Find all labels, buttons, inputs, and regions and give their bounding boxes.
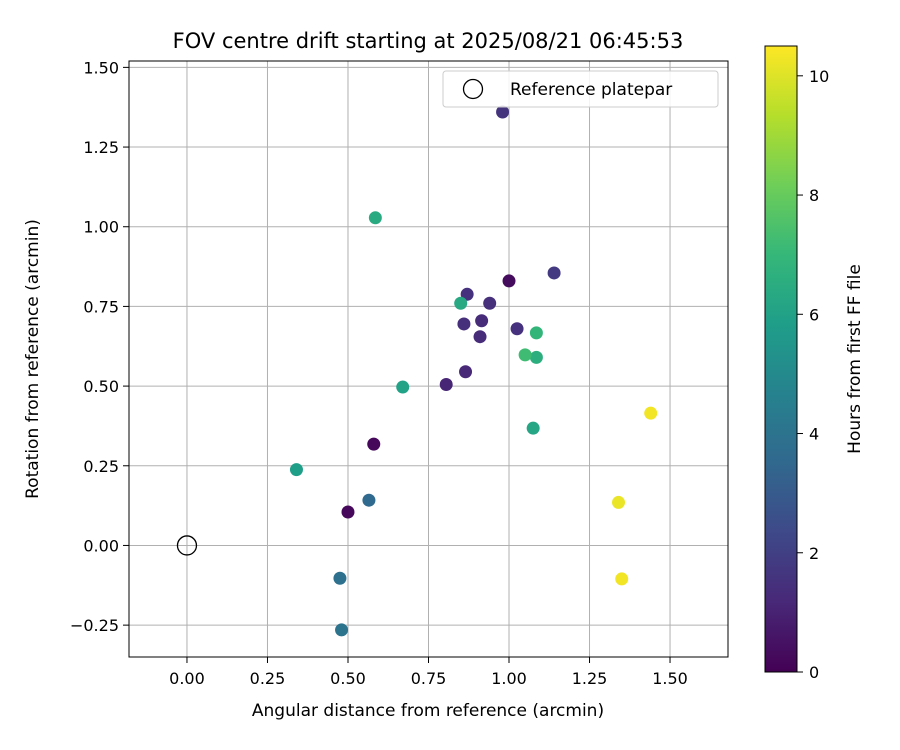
data-point: [483, 296, 497, 310]
y-tick-label: 1.25: [83, 138, 119, 157]
data-point: [341, 505, 355, 519]
y-tick-label: 0.50: [83, 377, 119, 396]
x-tick-label: 1.50: [652, 669, 688, 688]
colorbar-tick-label: 8: [809, 186, 819, 205]
colorbar-ticks: 0 2 4 6 8 10: [797, 67, 829, 682]
data-point: [644, 406, 658, 420]
x-tick-label: 0.25: [250, 669, 286, 688]
data-point: [335, 623, 349, 637]
data-point: [289, 463, 303, 477]
x-tick-label: 0.50: [330, 669, 366, 688]
colorbar-tick-label: 4: [809, 425, 819, 444]
data-point: [612, 495, 626, 509]
data-point: [510, 322, 524, 336]
data-point: [547, 266, 561, 280]
y-tick-label: −0.25: [70, 616, 119, 635]
colorbar-label: Hours from first FF file: [845, 264, 865, 454]
reference-platepar-marker: [176, 535, 198, 556]
grid-lines: [129, 61, 728, 657]
data-point: [526, 421, 540, 435]
data-point: [475, 314, 489, 328]
x-tick-label: 0.75: [411, 669, 447, 688]
data-point: [460, 287, 474, 301]
data-point: [502, 274, 516, 288]
legend-reference-marker: [462, 78, 484, 100]
data-points: [176, 105, 658, 637]
data-point: [333, 571, 347, 585]
data-point: [396, 380, 410, 394]
data-point: [518, 348, 532, 362]
y-tick-label: 0.75: [83, 297, 119, 316]
y-axis-ticks: −0.25 0.00 0.25 0.50 0.75 1.00 1.25 1.50: [70, 58, 129, 635]
colorbar-tick-label: 2: [809, 544, 819, 563]
y-tick-label: 0.00: [83, 536, 119, 555]
data-point: [439, 377, 453, 391]
x-tick-label: 0.00: [169, 669, 205, 688]
data-point: [473, 330, 487, 344]
data-point: [529, 350, 543, 364]
x-tick-label: 1.00: [491, 669, 527, 688]
legend-entry-reference: Reference platepar: [510, 80, 672, 100]
colorbar-frame: [764, 45, 798, 673]
x-tick-label: 1.25: [572, 669, 608, 688]
legend: Reference platepar: [442, 70, 719, 108]
data-point: [496, 105, 510, 119]
data-point: [615, 572, 629, 586]
colorbar: 0 2 4 6 8 10 Hours from first FF file: [764, 45, 865, 682]
colorbar-tick-label: 10: [809, 67, 829, 86]
y-tick-label: 1.00: [83, 218, 119, 237]
chart-title: FOV centre drift starting at 2025/08/21 …: [173, 29, 684, 53]
legend-box: [442, 70, 719, 108]
data-point: [529, 326, 543, 340]
x-axis-ticks: 0.00 0.25 0.50 0.75 1.00 1.25 1.50: [169, 657, 688, 688]
data-point: [362, 493, 376, 507]
y-axis-label: Rotation from reference (arcmin): [23, 219, 43, 499]
x-axis-label: Angular distance from reference (arcmin): [252, 701, 604, 721]
data-point: [454, 296, 468, 310]
data-point: [459, 365, 473, 379]
colorbar-tick-label: 0: [809, 663, 819, 682]
colorbar-gradient: [765, 46, 797, 672]
colorbar-tick-label: 6: [809, 305, 819, 324]
data-point: [368, 211, 382, 225]
data-point: [457, 317, 471, 331]
y-tick-label: 1.50: [83, 58, 119, 77]
data-point: [367, 437, 381, 451]
y-tick-label: 0.25: [83, 457, 119, 476]
